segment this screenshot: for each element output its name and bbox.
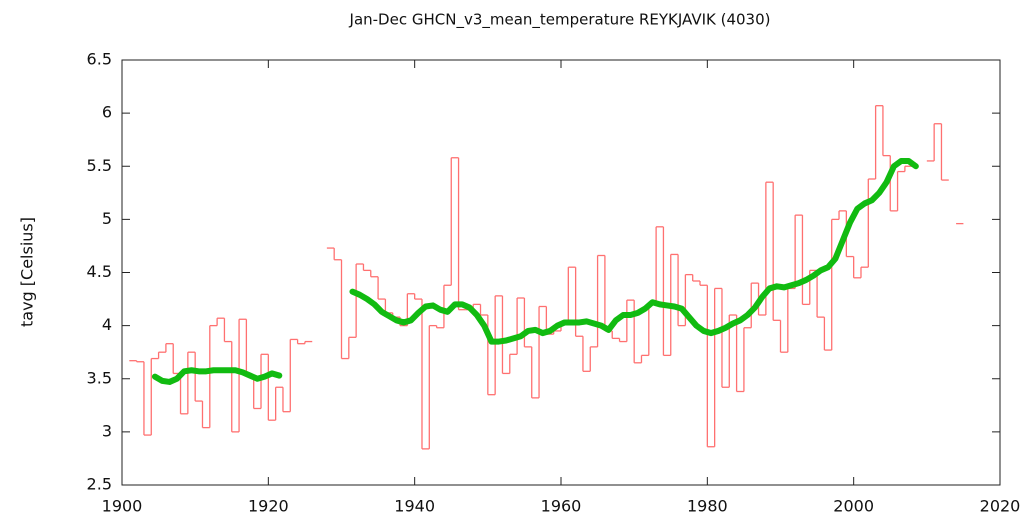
x-tick-label: 2020 [980,497,1021,516]
x-tick-label: 1920 [248,497,289,516]
smoothed-line [151,157,919,385]
y-tick-label: 5 [102,209,112,228]
plot-frame [121,59,1001,486]
chart-title: Jan-Dec GHCN_v3_mean_temperature REYKJAV… [349,11,771,30]
x-tick-label: 1960 [541,497,582,516]
x-tick-label: 1980 [687,497,728,516]
y-tick-label: 3 [102,421,112,440]
y-tick-label: 6 [102,103,112,122]
y-tick-label: 5.5 [87,156,112,175]
y-axis-label: tavg [Celsius] [18,217,37,327]
y-tick-label: 3.5 [87,368,112,387]
x-tick-label: 1940 [394,497,435,516]
y-tick-label: 6.5 [87,50,112,69]
y-tick-label: 2.5 [87,475,112,494]
x-tick-label: 2000 [833,497,874,516]
x-tick-label: 1900 [102,497,143,516]
y-tick-label: 4 [102,315,112,334]
y-tick-label: 4.5 [87,262,112,281]
